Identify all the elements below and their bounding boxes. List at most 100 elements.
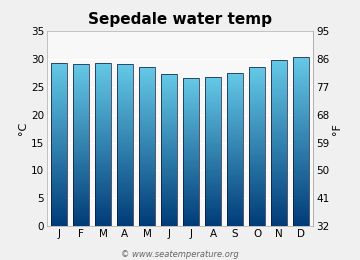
Bar bbox=[161, 173, 177, 175]
Bar bbox=[227, 100, 243, 102]
Bar bbox=[73, 109, 89, 111]
Bar bbox=[139, 196, 155, 198]
Bar bbox=[161, 118, 177, 120]
Bar bbox=[73, 186, 89, 188]
Bar bbox=[139, 95, 155, 97]
Bar bbox=[271, 147, 287, 149]
Bar bbox=[161, 95, 177, 97]
Bar bbox=[293, 98, 309, 100]
Bar bbox=[73, 155, 89, 157]
Bar bbox=[51, 183, 67, 185]
Bar bbox=[249, 71, 265, 73]
Bar bbox=[117, 208, 133, 210]
Bar bbox=[271, 126, 287, 128]
Bar bbox=[249, 194, 265, 196]
Bar bbox=[117, 127, 133, 129]
Bar bbox=[293, 203, 309, 205]
Bar bbox=[271, 216, 287, 218]
Bar bbox=[95, 161, 111, 163]
Bar bbox=[205, 126, 221, 128]
Bar bbox=[271, 180, 287, 183]
Bar bbox=[117, 133, 133, 135]
Bar bbox=[161, 114, 177, 116]
Bar bbox=[271, 199, 287, 201]
Bar bbox=[183, 109, 199, 111]
Bar bbox=[293, 224, 309, 226]
Bar bbox=[293, 178, 309, 180]
Bar bbox=[117, 165, 133, 167]
Bar bbox=[293, 57, 309, 226]
Bar bbox=[205, 141, 221, 142]
Bar bbox=[183, 102, 199, 104]
Bar bbox=[139, 194, 155, 196]
Bar bbox=[205, 128, 221, 129]
Bar bbox=[95, 83, 111, 85]
Bar bbox=[249, 121, 265, 123]
Bar bbox=[293, 135, 309, 138]
Bar bbox=[205, 219, 221, 221]
Bar bbox=[249, 81, 265, 83]
Bar bbox=[293, 114, 309, 116]
Bar bbox=[95, 185, 111, 187]
Bar bbox=[73, 220, 89, 222]
Bar bbox=[161, 198, 177, 200]
Bar bbox=[161, 93, 177, 95]
Bar bbox=[161, 164, 177, 165]
Bar bbox=[95, 183, 111, 185]
Bar bbox=[227, 152, 243, 153]
Bar bbox=[249, 113, 265, 115]
Bar bbox=[249, 154, 265, 157]
Bar bbox=[139, 161, 155, 163]
Bar bbox=[249, 73, 265, 75]
Bar bbox=[51, 75, 67, 77]
Bar bbox=[139, 179, 155, 180]
Bar bbox=[227, 92, 243, 94]
Bar bbox=[293, 194, 309, 197]
Bar bbox=[139, 169, 155, 171]
Bar bbox=[73, 96, 89, 99]
Bar bbox=[161, 224, 177, 226]
Bar bbox=[205, 139, 221, 141]
Bar bbox=[117, 222, 133, 224]
Bar bbox=[73, 70, 89, 72]
Bar bbox=[95, 87, 111, 89]
Bar bbox=[161, 133, 177, 135]
Bar bbox=[249, 85, 265, 87]
Bar bbox=[117, 190, 133, 192]
Bar bbox=[51, 112, 67, 114]
Bar bbox=[51, 145, 67, 147]
Bar bbox=[249, 190, 265, 192]
Bar bbox=[205, 210, 221, 211]
Bar bbox=[139, 212, 155, 214]
Bar bbox=[117, 82, 133, 84]
Bar bbox=[227, 178, 243, 180]
Bar bbox=[117, 143, 133, 145]
Bar bbox=[117, 224, 133, 226]
Bar bbox=[271, 93, 287, 95]
Bar bbox=[73, 129, 89, 131]
Bar bbox=[117, 63, 133, 66]
Bar bbox=[139, 113, 155, 115]
Bar bbox=[117, 100, 133, 102]
Bar bbox=[73, 184, 89, 186]
Bar bbox=[117, 214, 133, 216]
Bar bbox=[51, 157, 67, 159]
Bar bbox=[51, 122, 67, 124]
Bar bbox=[139, 105, 155, 107]
Bar bbox=[51, 159, 67, 161]
Bar bbox=[161, 146, 177, 148]
Bar bbox=[73, 105, 89, 107]
Bar bbox=[249, 93, 265, 95]
Bar bbox=[117, 106, 133, 108]
Bar bbox=[205, 131, 221, 133]
Bar bbox=[227, 146, 243, 148]
Bar bbox=[271, 212, 287, 214]
Bar bbox=[205, 167, 221, 168]
Bar bbox=[73, 123, 89, 125]
Bar bbox=[271, 160, 287, 162]
Bar bbox=[139, 208, 155, 210]
Bar bbox=[227, 136, 243, 138]
Bar bbox=[183, 191, 199, 193]
Title: Sepedale water temp: Sepedale water temp bbox=[88, 12, 272, 27]
Bar bbox=[161, 217, 177, 219]
